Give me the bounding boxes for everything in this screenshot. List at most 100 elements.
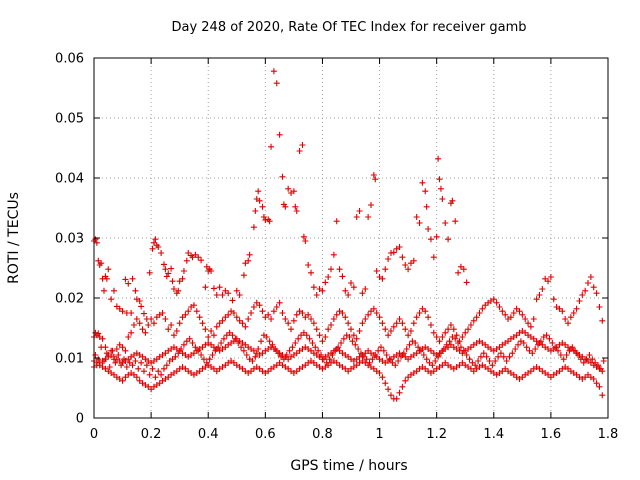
data-point xyxy=(269,341,276,348)
data-point xyxy=(589,356,596,363)
data-point xyxy=(410,320,417,327)
data-point xyxy=(140,368,147,375)
data-point xyxy=(320,356,327,363)
data-point xyxy=(423,356,430,363)
data-point xyxy=(199,320,206,327)
data-point xyxy=(120,356,127,363)
data-point xyxy=(266,338,273,345)
data-point xyxy=(539,286,546,292)
x-tick-label: 1.8 xyxy=(598,427,619,442)
data-point xyxy=(575,352,582,358)
data-point xyxy=(170,332,177,339)
data-point xyxy=(403,346,410,352)
data-point xyxy=(453,332,460,339)
data-point xyxy=(113,346,120,352)
data-point xyxy=(587,274,594,280)
data-point xyxy=(425,314,432,321)
data-point xyxy=(375,347,382,354)
data-point xyxy=(470,317,477,324)
data-point xyxy=(475,358,482,364)
data-point xyxy=(172,353,179,360)
data-point xyxy=(546,335,553,342)
data-point xyxy=(339,310,346,316)
data-point xyxy=(355,346,362,352)
data-point xyxy=(159,310,166,316)
data-point xyxy=(385,332,392,339)
data-point xyxy=(447,322,454,328)
data-point xyxy=(370,305,377,312)
data-point xyxy=(523,344,530,351)
data-point xyxy=(555,347,562,354)
data-point xyxy=(146,371,153,378)
chart-title: Day 248 of 2020, Rate Of TEC Index for r… xyxy=(171,20,526,35)
data-point xyxy=(205,334,212,340)
data-point xyxy=(427,236,434,243)
x-tick-label: 0.4 xyxy=(198,427,219,442)
data-point xyxy=(382,266,389,273)
data-point xyxy=(282,203,289,210)
data-point xyxy=(380,347,387,354)
data-point xyxy=(169,278,176,285)
data-point xyxy=(329,352,336,358)
data-point xyxy=(577,356,584,363)
data-point xyxy=(310,320,317,327)
data-point xyxy=(466,356,473,363)
data-point xyxy=(410,257,417,264)
data-point xyxy=(190,302,197,309)
data-point xyxy=(550,296,557,303)
data-point xyxy=(178,346,185,352)
data-point xyxy=(559,308,566,315)
data-point xyxy=(305,262,312,268)
data-point xyxy=(507,314,514,321)
data-point xyxy=(390,249,397,256)
data-point xyxy=(196,314,203,321)
data-point xyxy=(599,392,606,399)
data-point xyxy=(230,310,237,316)
data-point xyxy=(292,203,299,210)
data-point xyxy=(180,341,187,348)
data-point xyxy=(430,329,437,336)
data-point xyxy=(330,251,337,258)
data-point xyxy=(249,358,256,364)
data-point xyxy=(250,304,257,310)
data-point xyxy=(562,316,569,322)
y-tick-label: 0.04 xyxy=(55,172,84,187)
data-point xyxy=(220,335,227,342)
data-point xyxy=(118,362,125,369)
data-point xyxy=(158,250,165,256)
data-point xyxy=(145,322,152,328)
data-point xyxy=(536,292,543,298)
data-point xyxy=(103,350,110,357)
data-point xyxy=(219,317,226,324)
data-point xyxy=(393,320,400,327)
data-point xyxy=(192,344,199,351)
data-point xyxy=(273,80,280,87)
data-point xyxy=(385,256,392,262)
data-point xyxy=(233,287,240,294)
data-point xyxy=(336,266,343,273)
data-point xyxy=(215,344,222,351)
data-point xyxy=(502,311,509,318)
y-tick-label: 0.03 xyxy=(55,232,84,247)
data-point xyxy=(328,266,335,273)
data-point xyxy=(175,350,182,357)
x-tick-label: 0.6 xyxy=(255,427,276,442)
data-point xyxy=(168,322,175,328)
data-point xyxy=(473,314,480,321)
data-point xyxy=(565,320,572,327)
data-point xyxy=(359,320,366,327)
data-point xyxy=(146,269,153,276)
data-point xyxy=(395,358,402,364)
x-tick-label: 0 xyxy=(90,427,98,442)
data-point xyxy=(492,358,499,364)
data-point xyxy=(493,299,500,306)
data-point xyxy=(446,338,453,345)
data-point xyxy=(353,335,360,342)
data-point xyxy=(348,326,354,333)
data-point xyxy=(350,284,357,291)
data-point xyxy=(95,356,102,363)
data-point xyxy=(405,266,412,273)
data-point xyxy=(440,346,447,352)
data-point xyxy=(560,356,567,363)
data-point xyxy=(133,374,140,381)
